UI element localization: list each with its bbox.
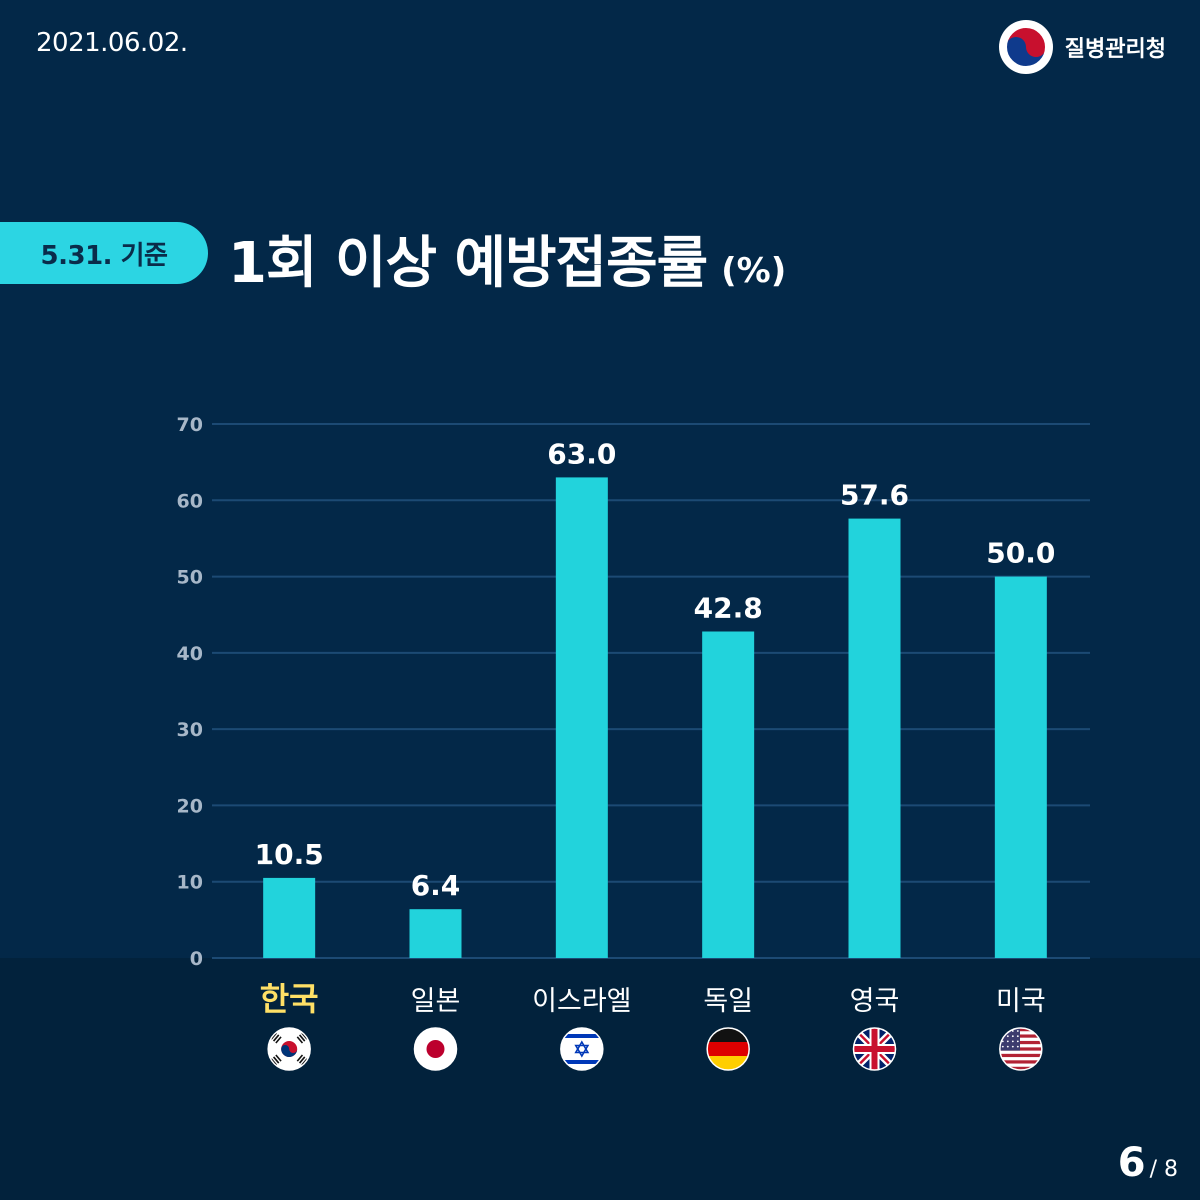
page-total: / 8 — [1149, 1157, 1178, 1182]
y-tick-label: 20 — [177, 795, 203, 817]
title-unit: (%) — [721, 251, 787, 291]
bar — [409, 909, 462, 958]
category-label: 미국 — [996, 986, 1046, 1017]
value-label: 6.4 — [411, 869, 461, 902]
date-label: 2021.06.02. — [36, 28, 188, 58]
japan-flag-icon — [413, 1027, 458, 1071]
value-label: 10.5 — [255, 838, 324, 871]
bar — [848, 518, 901, 958]
org-name: 질병관리청 — [1064, 37, 1166, 62]
title-main: 1회 이상 예방접종률 — [228, 231, 708, 296]
page-title: 1회 이상 예방접종률 (%) — [228, 218, 786, 299]
page-indicator: 6 / 8 — [1118, 1140, 1178, 1186]
value-label: 63.0 — [547, 437, 616, 470]
category-label: 독일 — [703, 986, 753, 1017]
y-tick-label: 0 — [190, 948, 203, 970]
category-label: 한국 — [260, 980, 319, 1018]
y-tick-label: 50 — [177, 567, 203, 589]
org-brand: 질병관리청 — [998, 20, 1166, 74]
y-tick-label: 10 — [177, 872, 203, 894]
value-label: 57.6 — [840, 479, 909, 512]
y-tick-label: 60 — [177, 490, 203, 512]
y-tick-label: 70 — [177, 414, 203, 436]
bar — [263, 877, 316, 958]
bottom-band — [0, 958, 1200, 1200]
page-current: 6 — [1117, 1140, 1146, 1186]
value-label: 50.0 — [986, 537, 1055, 570]
south-korea-flag-icon — [267, 1027, 311, 1071]
bar — [994, 576, 1047, 958]
taegeuk-logo-icon — [998, 20, 1053, 74]
germany-flag-icon — [706, 1027, 750, 1071]
uk-flag-icon — [852, 1027, 897, 1071]
category-label: 일본 — [411, 986, 461, 1017]
category-label: 이스라엘 — [532, 986, 631, 1017]
y-tick-label: 40 — [177, 643, 203, 665]
y-tick-label: 30 — [177, 719, 203, 741]
bar — [555, 477, 608, 958]
bar — [702, 631, 755, 958]
reference-date-badge: 5.31. 기준 — [0, 222, 208, 284]
value-label: 42.8 — [694, 591, 763, 624]
category-label: 영국 — [850, 986, 900, 1017]
israel-flag-icon — [560, 1027, 604, 1071]
usa-flag-icon — [999, 1027, 1043, 1071]
